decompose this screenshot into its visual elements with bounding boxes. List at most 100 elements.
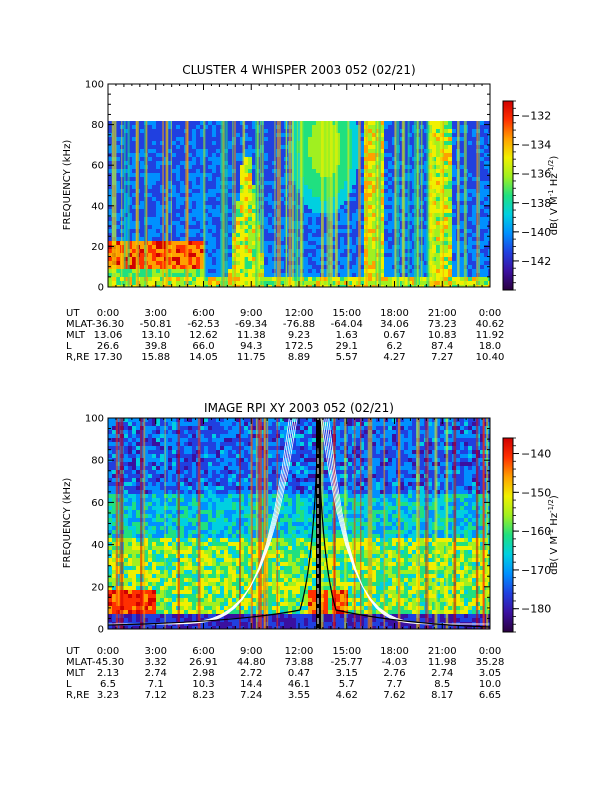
colorbar-tick-label: −132 — [521, 110, 551, 123]
orbit-cell: 2.13 — [97, 668, 119, 679]
orbit-cell: 18:00 — [380, 308, 409, 319]
orbit-cell: 6:00 — [192, 646, 214, 657]
orbit-cell: 12.62 — [189, 330, 218, 341]
y-tick-label: 40 — [91, 201, 104, 212]
orbit-cell: 11.38 — [237, 330, 266, 341]
orbit-cell: 0.47 — [288, 668, 310, 679]
orbit-cell: 40.62 — [476, 319, 505, 330]
orbit-cell: 3.23 — [97, 690, 119, 701]
orbit-cell: 3.32 — [145, 657, 167, 668]
orbit-cell: 29.1 — [336, 341, 358, 352]
orbit-row-label: L — [66, 341, 72, 352]
colorbar: −140 −150 −160 −170 −180 dB( V M-1 Hz-1/2) — [502, 437, 560, 633]
orbit-cell: -62.53 — [187, 319, 219, 330]
orbit-table: UT 0:00 3:00 6:00 9:00 12:00 15:00 18:00 21:00 0:… — [66, 646, 504, 701]
panel-cluster4: CLUSTER 4 WHISPER 2003 052 (02/21) 0 20 40… — [62, 63, 560, 363]
y-tick-label: 80 — [91, 456, 104, 467]
orbit-cell: 0:00 — [97, 308, 119, 319]
panel-title: CLUSTER 4 WHISPER 2003 052 (02/21) — [182, 63, 415, 77]
orbit-cell: 7.1 — [148, 679, 164, 690]
orbit-cell: -45.30 — [92, 657, 124, 668]
spectrogram-image — [108, 418, 490, 629]
orbit-cell: 2.76 — [383, 668, 405, 679]
orbit-row-label: R,RE — [66, 352, 89, 363]
orbit-cell: 1.63 — [336, 330, 358, 341]
orbit-cell: 46.1 — [288, 679, 310, 690]
orbit-cell: 21:00 — [428, 646, 457, 657]
orbit-cell: 15:00 — [332, 646, 361, 657]
orbit-cell: 7.12 — [145, 690, 167, 701]
y-tick-label: 80 — [91, 120, 104, 131]
orbit-cell: 3:00 — [145, 646, 167, 657]
orbit-cell: 172.5 — [285, 341, 314, 352]
y-axis-label: FREQUENCY (kHz) — [62, 478, 73, 569]
orbit-row-label: MLAT — [66, 319, 93, 330]
orbit-table: UT 0:00 3:00 6:00 9:00 12:00 15:00 18:00 21:00 0:… — [66, 308, 504, 363]
colorbar-scale — [502, 100, 514, 291]
orbit-cell: 2.98 — [192, 668, 214, 679]
orbit-cell: 8.23 — [192, 690, 214, 701]
y-tick-label: 100 — [85, 80, 104, 91]
colorbar-label: dB( V M-1 Hz-1/2) — [547, 156, 560, 236]
orbit-cell: 7.27 — [431, 352, 453, 363]
y-tick-label: 60 — [91, 498, 104, 509]
colorbar-tick-label: −134 — [521, 139, 551, 152]
y-tick-label: 100 — [85, 414, 104, 425]
orbit-cell: 6.65 — [479, 690, 501, 701]
orbit-cell: 2.74 — [145, 668, 167, 679]
orbit-cell: 5.57 — [336, 352, 358, 363]
orbit-cell: 15:00 — [332, 308, 361, 319]
orbit-cell: 3.15 — [336, 668, 358, 679]
orbit-cell: 0:00 — [479, 308, 501, 319]
orbit-row-label: MLT — [66, 330, 86, 341]
orbit-cell: 8.5 — [434, 679, 450, 690]
orbit-cell: 7.24 — [240, 690, 262, 701]
orbit-cell: 2.74 — [431, 668, 453, 679]
orbit-cell: 0:00 — [479, 646, 501, 657]
orbit-cell: 12:00 — [285, 308, 314, 319]
orbit-cell: 13.10 — [141, 330, 170, 341]
orbit-cell: 9:00 — [240, 308, 262, 319]
y-tick-label: 60 — [91, 161, 104, 172]
orbit-cell: -76.88 — [283, 319, 315, 330]
orbit-cell: 9:00 — [240, 646, 262, 657]
orbit-row-label: L — [66, 679, 72, 690]
spectrogram-image — [108, 121, 490, 287]
y-tick-label: 0 — [98, 283, 104, 294]
orbit-cell: -25.77 — [331, 657, 363, 668]
y-tick-label: 40 — [91, 540, 104, 551]
orbit-cell: 4.27 — [383, 352, 405, 363]
colorbar-tick-label: −170 — [521, 564, 551, 577]
orbit-row-label: MLAT — [66, 657, 93, 668]
colorbar-tick-label: −150 — [521, 486, 551, 499]
orbit-cell: 11.92 — [476, 330, 505, 341]
orbit-cell: 13.06 — [94, 330, 123, 341]
orbit-cell: -69.34 — [235, 319, 267, 330]
orbit-row-label: R,RE — [66, 690, 89, 701]
orbit-cell: 35.28 — [476, 657, 505, 668]
colorbar-tick-label: −140 — [521, 448, 551, 461]
orbit-cell: 26.91 — [189, 657, 218, 668]
orbit-row-label: UT — [66, 308, 80, 319]
orbit-cell: 87.4 — [431, 341, 453, 352]
orbit-cell: 8.89 — [288, 352, 310, 363]
orbit-cell: 10.83 — [428, 330, 457, 341]
orbit-cell: -64.04 — [331, 319, 363, 330]
orbit-cell: 7.7 — [387, 679, 403, 690]
orbit-cell: 5.7 — [339, 679, 355, 690]
orbit-cell: -50.81 — [140, 319, 172, 330]
colorbar-tick-label: −138 — [521, 197, 551, 210]
orbit-cell: 6:00 — [192, 308, 214, 319]
orbit-cell: -36.30 — [92, 319, 124, 330]
orbit-row-label: MLT — [66, 668, 86, 679]
colorbar-tick-label: −142 — [521, 255, 551, 268]
y-tick-label: 0 — [98, 625, 104, 636]
orbit-cell: 6.5 — [100, 679, 116, 690]
orbit-cell: 15.88 — [141, 352, 170, 363]
orbit-cell: 94.3 — [240, 341, 262, 352]
colorbar-scale — [502, 437, 514, 633]
orbit-cell: 2.72 — [240, 668, 262, 679]
orbit-cell: 3.55 — [288, 690, 310, 701]
orbit-cell: 73.23 — [428, 319, 457, 330]
